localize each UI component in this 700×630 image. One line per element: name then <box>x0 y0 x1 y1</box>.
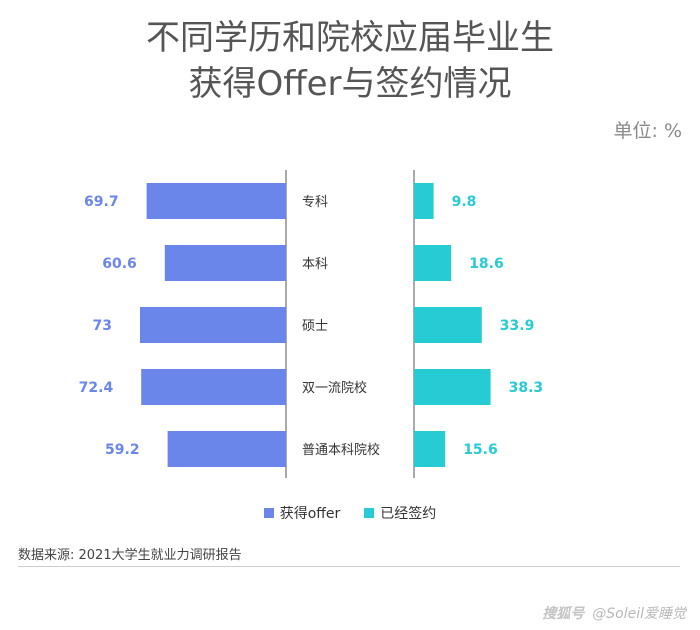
bar-offer-2 <box>140 307 286 343</box>
legend-swatch-signed <box>364 508 375 518</box>
source-divider <box>18 566 680 567</box>
data-label-offer-3: 72.4 <box>79 380 114 396</box>
bar-offer-1 <box>164 245 286 281</box>
bar-offer-4 <box>167 431 286 467</box>
data-label-signed-4: 15.6 <box>463 442 498 458</box>
data-label-offer-1: 60.6 <box>102 256 137 272</box>
data-source-note: 数据来源: 2021大学生就业力调研报告 <box>18 548 242 563</box>
legend-item-offer: 获得offer <box>263 503 341 523</box>
data-label-signed-3: 38.3 <box>509 380 544 396</box>
data-label-signed-1: 18.6 <box>469 256 504 272</box>
bar-offer-3 <box>141 369 286 405</box>
category-label-2: 硕士 <box>302 319 328 334</box>
data-label-offer-0: 69.7 <box>84 194 119 210</box>
data-label-offer-2: 73 <box>93 318 112 334</box>
chart-legend: 获得offer 已经签约 <box>0 503 700 523</box>
bar-offer-0 <box>146 183 286 219</box>
data-label-signed-2: 33.9 <box>500 318 535 334</box>
watermark-logo: 搜狐号 <box>542 606 585 622</box>
watermark-text: @Soleil爱睡觉 <box>592 606 686 622</box>
bar-signed-4 <box>414 431 446 467</box>
data-label-signed-0: 9.8 <box>452 194 477 210</box>
legend-item-signed: 已经签约 <box>364 503 436 523</box>
data-label-offer-4: 59.2 <box>105 442 140 458</box>
bar-signed-1 <box>414 245 452 281</box>
category-label-4: 普通本科院校 <box>302 442 380 458</box>
category-label-0: 专科 <box>302 195 328 210</box>
butterfly-bar-chart: 69.7 9.8 专科 60.6 18.6 本科 73 33.9 硕士 72.4 38.3 双一流院校… <box>79 170 544 478</box>
watermark: 搜狐号 @Soleil爱睡觉 <box>542 603 686 623</box>
chart-title-line-1: 不同学历和院校应届毕业生 <box>146 18 554 58</box>
category-label-3: 双一流院校 <box>302 380 367 396</box>
chart-title-line-2: 获得Offer与签约情况 <box>188 64 512 104</box>
unit-label: 单位: % <box>613 120 683 142</box>
legend-label-signed: 已经签约 <box>380 506 437 522</box>
category-label-1: 本科 <box>302 257 328 272</box>
legend-swatch-offer <box>263 508 274 518</box>
bar-signed-2 <box>414 307 482 343</box>
bar-signed-3 <box>414 369 491 405</box>
legend-label-offer: 获得offer <box>279 506 341 522</box>
bar-signed-0 <box>414 183 434 219</box>
